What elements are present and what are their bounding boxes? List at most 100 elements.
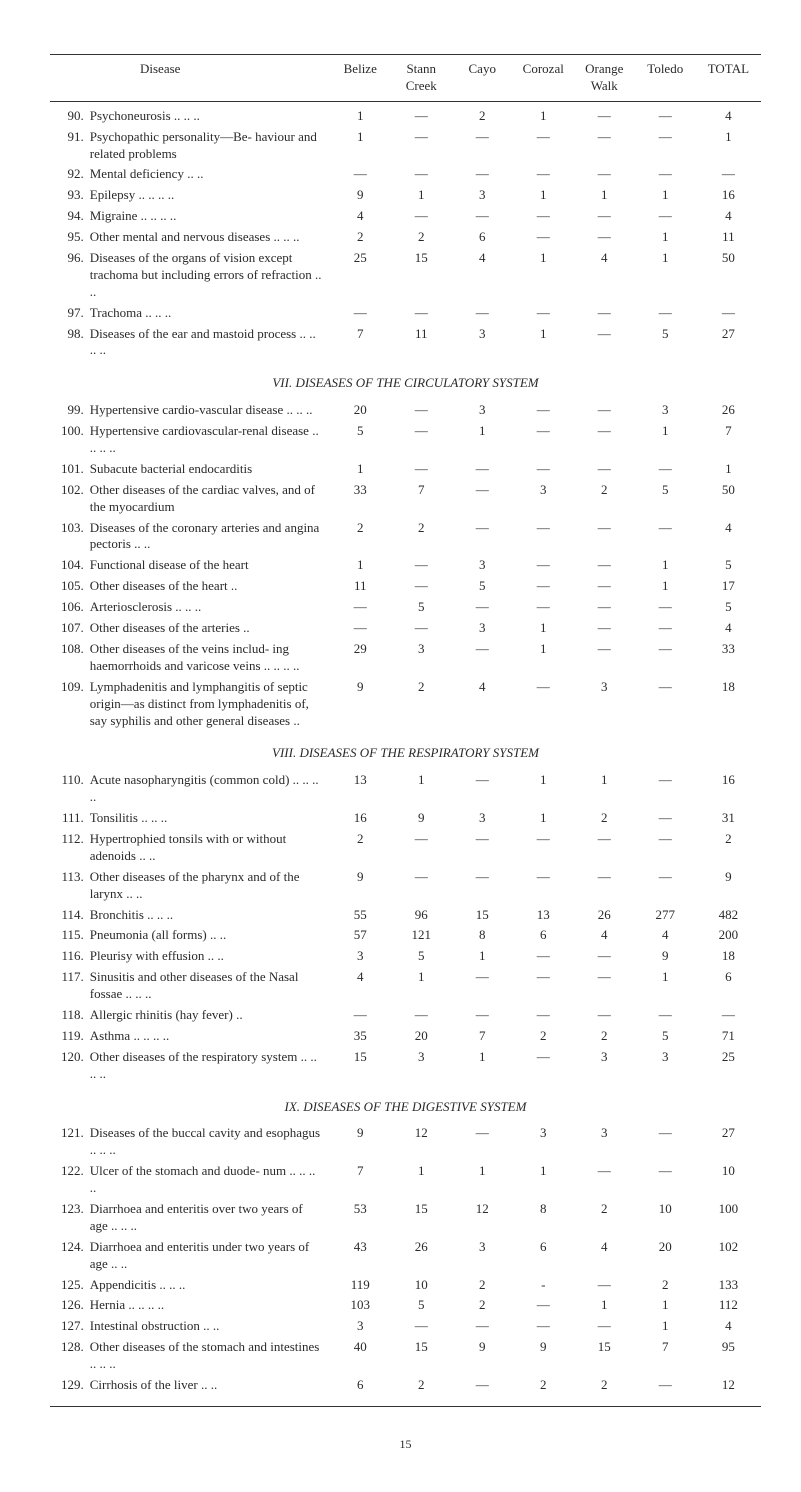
row-number: 109. xyxy=(50,677,86,732)
cell-value: — xyxy=(635,1375,696,1396)
cell-value: — xyxy=(513,303,574,324)
disease-name: Hypertrophied tonsils with or without ad… xyxy=(86,829,330,867)
disease-name: Epilepsy .. .. .. .. xyxy=(86,185,330,206)
row-number: 124. xyxy=(50,1237,86,1275)
cell-value: 6 xyxy=(513,925,574,946)
table-row: 104.Functional disease of the heart1—3——… xyxy=(50,555,761,576)
cell-value: 6 xyxy=(696,967,761,1005)
disease-name: Other diseases of the pharynx and of the… xyxy=(86,867,330,905)
cell-value: — xyxy=(574,1005,635,1026)
cell-value: 4 xyxy=(452,248,513,303)
table-row: 102.Other diseases of the cardiac valves… xyxy=(50,480,761,518)
row-number: 106. xyxy=(50,597,86,618)
cell-value: 1 xyxy=(391,1161,452,1199)
cell-value: 15 xyxy=(391,1337,452,1375)
cell-value: 2 xyxy=(513,1375,574,1396)
cell-value: 200 xyxy=(696,925,761,946)
cell-value: 1 xyxy=(635,185,696,206)
cell-value: 1 xyxy=(391,770,452,808)
row-number: 129. xyxy=(50,1375,86,1396)
disease-name: Subacute bacterial endocarditis xyxy=(86,459,330,480)
cell-value: — xyxy=(513,597,574,618)
cell-value: 15 xyxy=(452,905,513,926)
table-row: 90.Psychoneurosis .. .. ..1—21——4 xyxy=(50,106,761,127)
cell-value: — xyxy=(513,555,574,576)
col-stann-creek: Stann Creek xyxy=(391,59,452,97)
cell-value: 4 xyxy=(696,206,761,227)
cell-value: 2 xyxy=(452,106,513,127)
table-row: 128.Other diseases of the stomach and in… xyxy=(50,1337,761,1375)
disease-name: Mental deficiency .. .. xyxy=(86,164,330,185)
cell-value: 3 xyxy=(574,1123,635,1161)
cell-value: 13 xyxy=(330,770,391,808)
cell-value: 6 xyxy=(513,1237,574,1275)
disease-name: Intestinal obstruction .. .. xyxy=(86,1316,330,1337)
cell-value: — xyxy=(513,867,574,905)
table-row: 115.Pneumonia (all forms) .. ..571218644… xyxy=(50,925,761,946)
disease-name: Other diseases of the respiratory system… xyxy=(86,1047,330,1085)
table-row: 111.Tonsilitis .. .. ..169312—31 xyxy=(50,808,761,829)
cell-value: — xyxy=(574,1161,635,1199)
cell-value: 55 xyxy=(330,905,391,926)
cell-value: 10 xyxy=(696,1161,761,1199)
cell-value: — xyxy=(391,106,452,127)
cell-value: — xyxy=(391,1316,452,1337)
cell-value: 1 xyxy=(574,1295,635,1316)
cell-value: 33 xyxy=(330,480,391,518)
cell-value: — xyxy=(574,555,635,576)
cell-value: 1 xyxy=(330,106,391,127)
cell-value: — xyxy=(391,421,452,459)
cell-value: 71 xyxy=(696,1026,761,1047)
cell-value: 12 xyxy=(696,1375,761,1396)
cell-value: 15 xyxy=(330,1047,391,1085)
cell-value: 8 xyxy=(513,1199,574,1237)
cell-value: 1 xyxy=(635,248,696,303)
cell-value: — xyxy=(513,459,574,480)
cell-value: 40 xyxy=(330,1337,391,1375)
cell-value: — xyxy=(635,618,696,639)
cell-value: 3 xyxy=(452,400,513,421)
cell-value: 4 xyxy=(635,925,696,946)
table-row: 107.Other diseases of the arteries ..——3… xyxy=(50,618,761,639)
cell-value: 1 xyxy=(330,127,391,165)
cell-value: 27 xyxy=(696,1123,761,1161)
row-number: 101. xyxy=(50,459,86,480)
cell-value: 3 xyxy=(452,1237,513,1275)
disease-name: Other mental and nervous diseases .. .. … xyxy=(86,227,330,248)
cell-value: 1 xyxy=(513,185,574,206)
row-number: 119. xyxy=(50,1026,86,1047)
cell-value: — xyxy=(635,518,696,556)
cell-value: 11 xyxy=(696,227,761,248)
cell-value: 133 xyxy=(696,1275,761,1296)
cell-value: — xyxy=(513,1316,574,1337)
row-number: 117. xyxy=(50,967,86,1005)
cell-value: — xyxy=(513,1047,574,1085)
cell-value: 2 xyxy=(452,1295,513,1316)
row-number: 108. xyxy=(50,639,86,677)
cell-value: 7 xyxy=(696,421,761,459)
cell-value: 31 xyxy=(696,808,761,829)
cell-value: 27 xyxy=(696,324,761,362)
cell-value: 103 xyxy=(330,1295,391,1316)
table-row: 109.Lymphadenitis and lymphangitis of se… xyxy=(50,677,761,732)
cell-value: 2 xyxy=(391,677,452,732)
cell-value: 17 xyxy=(696,576,761,597)
cell-value: — xyxy=(391,127,452,165)
cell-value: — xyxy=(574,206,635,227)
table-row: 124.Diarrhoea and enteritis under two ye… xyxy=(50,1237,761,1275)
disease-name: Hernia .. .. .. .. xyxy=(86,1295,330,1316)
disease-name: Diarrhoea and enteritis under two years … xyxy=(86,1237,330,1275)
cell-value: 2 xyxy=(330,227,391,248)
cell-value: 16 xyxy=(696,185,761,206)
cell-value: 4 xyxy=(696,618,761,639)
cell-value: 1 xyxy=(330,555,391,576)
cell-value: 1 xyxy=(635,576,696,597)
cell-value: — xyxy=(452,829,513,867)
cell-value: 2 xyxy=(635,1275,696,1296)
disease-name: Other diseases of the cardiac valves, an… xyxy=(86,480,330,518)
row-number: 123. xyxy=(50,1199,86,1237)
cell-value: 9 xyxy=(635,946,696,967)
cell-value: 102 xyxy=(696,1237,761,1275)
row-number: 102. xyxy=(50,480,86,518)
cell-value: 1 xyxy=(513,808,574,829)
